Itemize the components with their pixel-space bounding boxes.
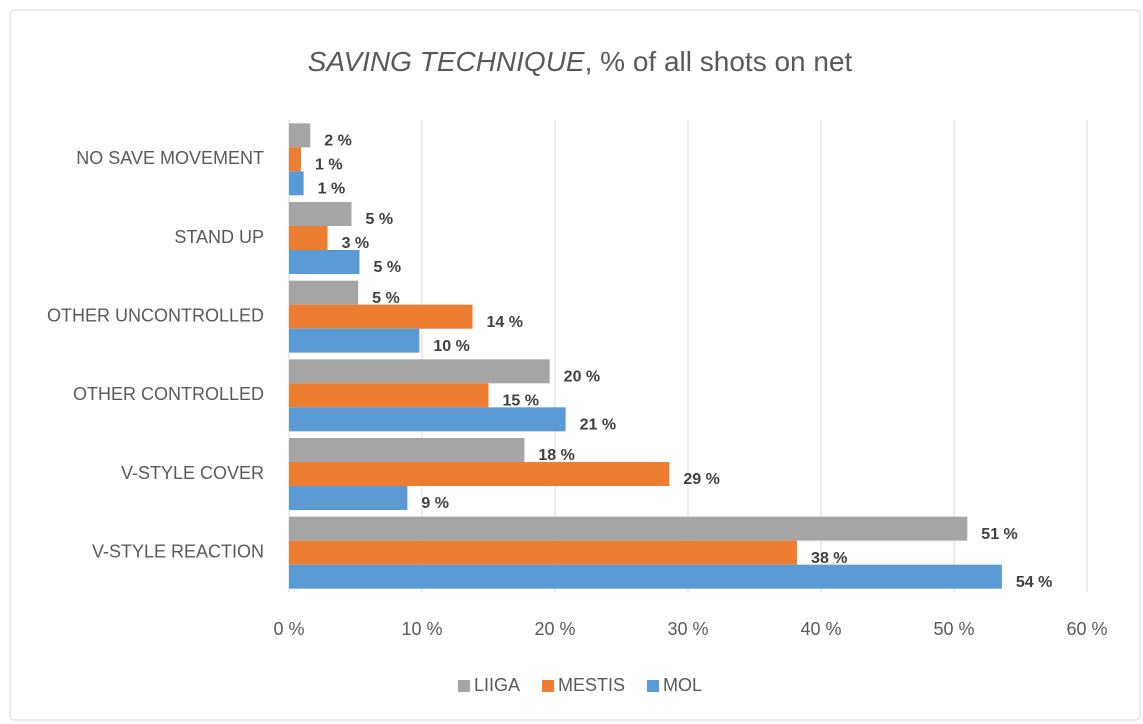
y-tick-label: NO SAVE MOVEMENT: [76, 148, 264, 168]
x-tick-label: 30 %: [667, 619, 708, 639]
bar: [289, 250, 360, 274]
bar: [289, 462, 670, 486]
x-tick-label: 40 %: [800, 619, 841, 639]
value-label: 5 %: [373, 259, 401, 276]
bar: [289, 226, 328, 250]
value-label: 5 %: [372, 290, 400, 307]
bar: [289, 280, 359, 305]
x-tick-label: 10 %: [401, 619, 442, 639]
bar: [289, 564, 1002, 589]
chart-title: SAVING TECHNIQUE, % of all shots on net: [308, 46, 853, 77]
title-emphasis: SAVING TECHNIQUE: [308, 46, 585, 77]
bar: [289, 123, 311, 148]
legend-label: MOL: [663, 675, 702, 695]
legend-swatch: [542, 680, 554, 692]
y-tick-label: V-STYLE COVER: [121, 463, 264, 483]
chart-frame: [9, 9, 1141, 721]
bar: [289, 359, 550, 384]
value-label: 29 %: [683, 471, 719, 488]
bar: [289, 383, 489, 408]
legend-label: LIIGA: [474, 675, 520, 695]
bar: [289, 147, 301, 172]
bar: [289, 438, 525, 462]
value-label: 10 %: [433, 338, 469, 355]
bar: [289, 202, 352, 226]
legend-label: MESTIS: [558, 675, 625, 695]
bar: [289, 407, 566, 432]
y-tick-label: STAND UP: [174, 227, 264, 247]
value-label: 14 %: [487, 314, 523, 331]
y-tick-label: OTHER CONTROLLED: [73, 384, 264, 404]
bar: [289, 171, 304, 196]
x-tick-label: 60 %: [1066, 619, 1107, 639]
x-tick-label: 50 %: [933, 619, 974, 639]
x-tick-label: 20 %: [534, 619, 575, 639]
value-label: 9 %: [421, 495, 449, 512]
value-label: 21 %: [580, 417, 616, 434]
value-label: 18 %: [538, 447, 574, 464]
y-tick-label: OTHER UNCONTROLLED: [47, 305, 264, 325]
value-label: 2 %: [324, 133, 352, 150]
legend-swatch: [457, 680, 470, 692]
bar: [289, 328, 420, 353]
value-label: 1 %: [315, 157, 343, 174]
bar: [289, 516, 968, 541]
x-tick-label: 0 %: [273, 619, 304, 639]
value-label: 5 %: [366, 211, 394, 228]
value-label: 1 %: [318, 181, 346, 198]
value-label: 3 %: [342, 235, 370, 252]
value-label: 15 %: [503, 393, 539, 410]
value-label: 38 %: [811, 550, 847, 567]
value-label: 54 %: [1016, 574, 1052, 591]
bar: [289, 540, 798, 565]
bar: [289, 304, 473, 329]
value-label: 51 %: [981, 526, 1017, 543]
bar: [289, 486, 408, 510]
y-tick-label: V-STYLE REACTION: [92, 541, 264, 561]
title-rest: , % of all shots on net: [585, 46, 853, 77]
value-label: 20 %: [564, 369, 600, 386]
legend-swatch: [647, 680, 660, 692]
